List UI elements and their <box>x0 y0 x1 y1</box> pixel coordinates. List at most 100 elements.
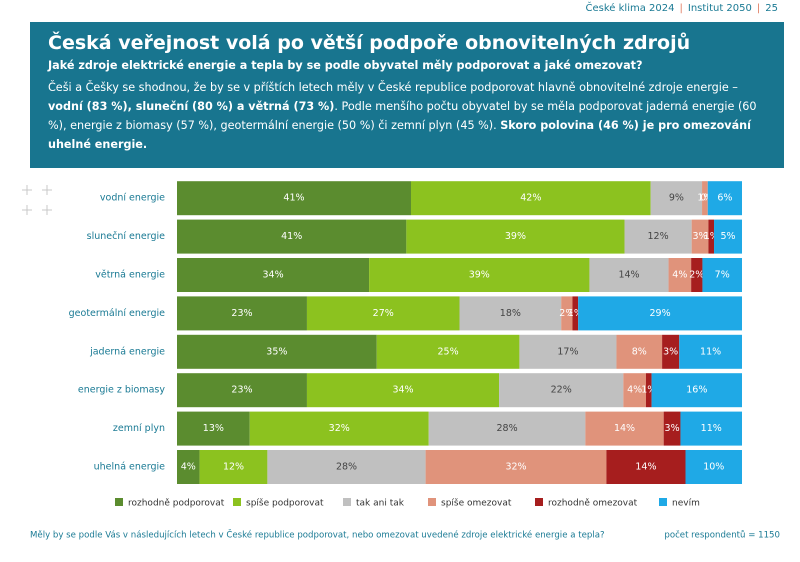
bar-segment <box>306 373 500 408</box>
legend-swatch <box>659 498 667 506</box>
category-label: zemní plyn <box>113 423 165 434</box>
bar-segment <box>177 411 250 446</box>
value-label: 34% <box>262 270 283 281</box>
value-label: 1% <box>697 193 712 204</box>
bar-segment <box>662 334 680 369</box>
bar-segment <box>428 411 586 446</box>
intro-box: Česká veřejnost volá po větší podpoře ob… <box>30 22 784 168</box>
bar-segment <box>668 258 692 292</box>
bar-segment <box>177 334 377 369</box>
bar-segment <box>650 181 703 216</box>
bar-segment <box>369 258 590 292</box>
bar-segment <box>459 296 562 331</box>
summary-part: Skoro polovina (46 %) je pro omezování u… <box>48 119 751 151</box>
bar-segment <box>410 181 651 216</box>
value-label: 23% <box>231 308 252 319</box>
bar-segment <box>708 219 715 254</box>
legend-label: spíše omezovat <box>441 498 512 509</box>
bar-segment <box>680 411 742 446</box>
value-label: 2% <box>689 270 704 281</box>
chart-title: Česká veřejnost volá po větší podpoře ob… <box>48 32 691 54</box>
category-label: sluneční energie <box>87 231 165 242</box>
value-label: 22% <box>551 385 572 396</box>
legend-label: nevím <box>672 499 700 509</box>
value-label: 39% <box>505 231 526 242</box>
bar-segment <box>624 219 692 254</box>
value-label: 17% <box>557 346 578 357</box>
chart-subtitle: Jaké zdroje elektrické energie a tepla b… <box>48 59 643 72</box>
value-label: 1% <box>704 231 719 242</box>
bar-segment <box>606 450 686 484</box>
bar-segment <box>499 373 624 408</box>
category-label: větrná energie <box>95 270 165 281</box>
bar-segment <box>267 450 426 484</box>
value-label: 10% <box>703 462 724 473</box>
value-label: 6% <box>717 193 732 204</box>
bar-segment <box>702 181 708 216</box>
publication: České klima 2024 <box>585 3 675 14</box>
summary: Češi a Češky se shodnou, že by se v příš… <box>48 78 768 154</box>
bar-segment <box>707 181 742 216</box>
bar-segment <box>616 334 663 369</box>
value-label: 12% <box>223 462 244 473</box>
value-label: 12% <box>648 231 669 242</box>
page-header: České klima 2024 | Institut 2050 | 25 <box>585 3 778 14</box>
value-label: 2% <box>559 308 574 319</box>
value-label: 32% <box>329 423 350 434</box>
value-label: 14% <box>614 423 635 434</box>
summary-part: vodní (83 %), sluneční (80 %) a větrná (… <box>48 100 335 113</box>
value-label: 42% <box>520 193 541 204</box>
bar-segment <box>177 296 307 331</box>
bar-segment <box>249 411 429 446</box>
value-label: 41% <box>283 193 304 204</box>
bar-segment <box>645 373 652 408</box>
value-label: 13% <box>203 423 224 434</box>
value-label: 16% <box>686 385 707 396</box>
value-label: 8% <box>632 346 647 357</box>
value-label: 23% <box>231 385 252 396</box>
legend-swatch <box>233 498 241 506</box>
value-label: 11% <box>701 423 722 434</box>
bar-segment <box>578 296 742 331</box>
bar-segment <box>177 373 307 408</box>
value-label: 11% <box>700 346 721 357</box>
bar-segment <box>199 450 268 484</box>
category-label: energie z biomasy <box>78 385 165 396</box>
value-label: 28% <box>336 462 357 473</box>
bar-segment <box>663 411 681 446</box>
legend-label: spíše podporovat <box>246 498 324 509</box>
bar-segment <box>376 334 520 369</box>
bar-segment <box>177 258 370 292</box>
page-number: 25 <box>765 3 778 14</box>
value-label: 14% <box>618 270 639 281</box>
value-label: 1% <box>568 308 583 319</box>
category-label: uhelná energie <box>94 462 166 473</box>
sample-note: počet respondentů = 1150 <box>664 530 780 541</box>
value-label: 3% <box>693 231 708 242</box>
publisher: Institut 2050 <box>687 3 752 14</box>
bar-segment <box>691 258 703 292</box>
bar-segment <box>177 219 407 254</box>
value-label: 4% <box>181 462 196 473</box>
value-label: 3% <box>665 423 680 434</box>
legend-swatch <box>428 498 436 506</box>
bar-segment <box>519 334 617 369</box>
value-label: 25% <box>438 346 459 357</box>
bar-segment <box>425 450 607 484</box>
value-label: 29% <box>650 308 671 319</box>
bar-segment <box>714 219 742 254</box>
legend-label: tak ani tak <box>356 499 405 509</box>
bar-segment <box>572 296 579 331</box>
category-label: jaderná energie <box>89 346 165 357</box>
value-label: 35% <box>266 346 287 357</box>
value-label: 7% <box>715 270 730 281</box>
bar-segment <box>651 373 742 408</box>
bar-segment <box>406 219 625 254</box>
value-label: 5% <box>720 231 735 242</box>
legend-swatch <box>115 498 123 506</box>
legend-swatch <box>535 498 543 506</box>
value-label: 14% <box>635 462 656 473</box>
bar-segment <box>177 450 200 484</box>
legend-label: rozhodně podporovat <box>128 499 225 509</box>
legend-label: rozhodně omezovat <box>548 499 638 509</box>
